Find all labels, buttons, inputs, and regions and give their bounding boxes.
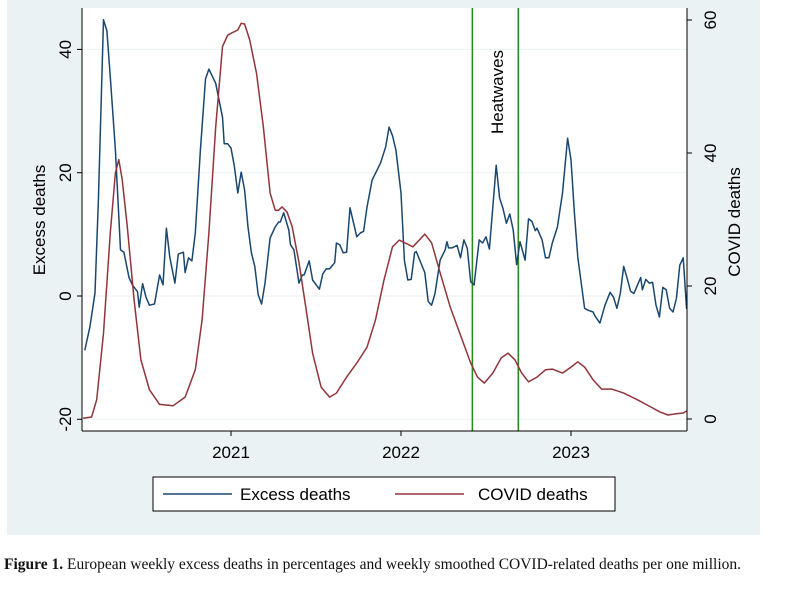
y-tick-label: -20 <box>56 407 75 432</box>
heatwave-label: Heatwaves <box>488 50 507 134</box>
series-group <box>82 19 688 420</box>
plot-area <box>82 8 687 431</box>
legend-label-excess-deaths: Excess deaths <box>240 485 351 504</box>
heatwave-annotation: Heatwaves <box>471 8 520 431</box>
y2-axis-title: COVID deaths <box>725 167 744 277</box>
y2-tick-label: 40 <box>701 144 720 163</box>
legend-label-covid-deaths: COVID deaths <box>478 485 588 504</box>
caption-label: Figure 1. <box>4 556 64 573</box>
series-line-covid-deaths <box>82 22 687 420</box>
figure-caption: Figure 1. European weekly excess deaths … <box>4 553 789 577</box>
x-tick-label: 2021 <box>212 443 250 462</box>
axes: -20 0 20 40 0 20 40 60 2021 2022 2023 <box>56 8 720 462</box>
y-tick-label: 40 <box>56 40 75 59</box>
y2-tick-label: 20 <box>701 277 720 296</box>
x-tick-label: 2023 <box>552 443 590 462</box>
y2-tick-label: 60 <box>701 11 720 30</box>
caption-text: European weekly excess deaths in percent… <box>63 556 742 573</box>
y-tick-label: 0 <box>56 291 75 300</box>
x-tick-label: 2022 <box>382 443 420 462</box>
y-tick-label: 20 <box>56 163 75 182</box>
y2-tick-label: 0 <box>701 414 720 423</box>
gridlines <box>82 48 687 420</box>
legend: Excess deaths COVID deaths <box>152 476 616 512</box>
series-line-excess-deaths <box>84 19 688 351</box>
y-axis-title: Excess deaths <box>30 165 49 276</box>
